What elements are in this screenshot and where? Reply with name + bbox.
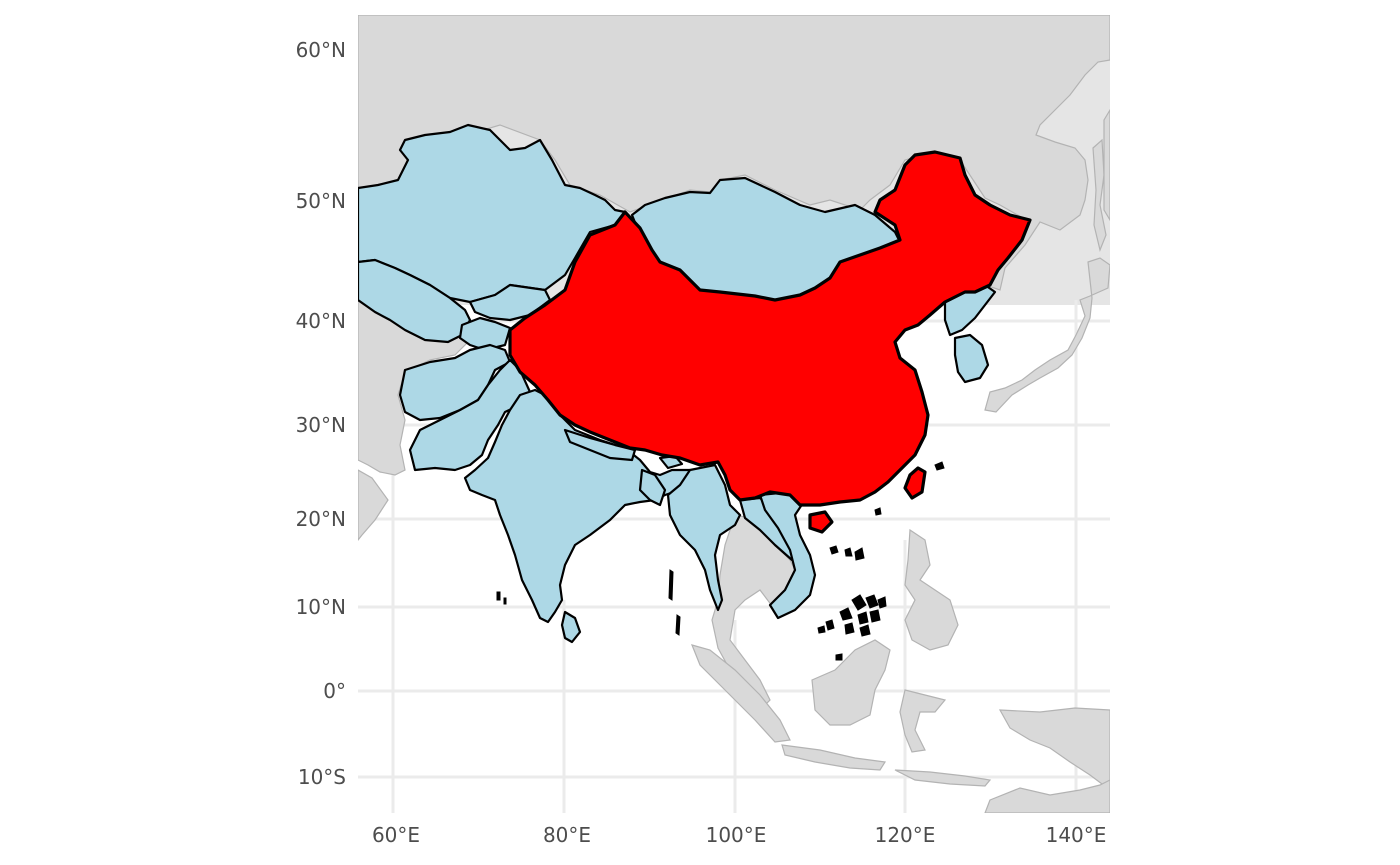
philippines [904,528,959,651]
y-axis-label: 20°N [296,507,346,531]
afghanistan [398,343,512,422]
vietnam [758,490,817,620]
sumatra [690,644,791,743]
new-guinea [998,707,1110,791]
sakhalin-island [1092,138,1107,252]
myanmar [666,463,742,612]
south-china-sea-islands [817,461,945,661]
south-korea [953,333,990,384]
y-axis-label: 0° [323,679,346,703]
x-axis-label: 120°E [875,823,936,847]
neighbor-countries [358,123,997,644]
tajikistan [458,316,512,352]
arabia-fragment [358,469,389,541]
java [781,744,887,771]
x-axis-label: 80°E [543,823,591,847]
y-axis-label: 50°N [296,189,346,213]
andaman-islands [668,569,681,636]
x-axis-label: 100°E [706,823,767,847]
nepal [563,428,637,462]
china [508,150,1032,507]
y-axis-label: 40°N [296,309,346,333]
y-axis-label: 10°S [298,765,346,789]
india [463,388,702,624]
x-axis-label: 140°E [1046,823,1107,847]
bangladesh [638,468,667,507]
x-axis: 60°E 80°E 100°E 120°E 140°E [372,823,1106,847]
sulawesi [899,689,947,753]
japan [984,257,1110,413]
sri-lanka [560,610,582,644]
y-axis: 60°N 50°N 40°N 30°N 20°N 10°N 0° 10°S [296,38,346,789]
taiwan [903,466,927,500]
lakshadweep-islands [496,591,507,605]
y-axis-label: 60°N [296,38,346,62]
lesser-sunda-islands [894,769,992,787]
x-axis-label: 60°E [372,823,420,847]
y-axis-label: 30°N [296,413,346,437]
australia-north [984,779,1110,813]
far-east-coast [1103,108,1110,222]
borneo [811,639,891,726]
hainan [808,510,834,534]
y-axis-label: 10°N [296,595,346,619]
